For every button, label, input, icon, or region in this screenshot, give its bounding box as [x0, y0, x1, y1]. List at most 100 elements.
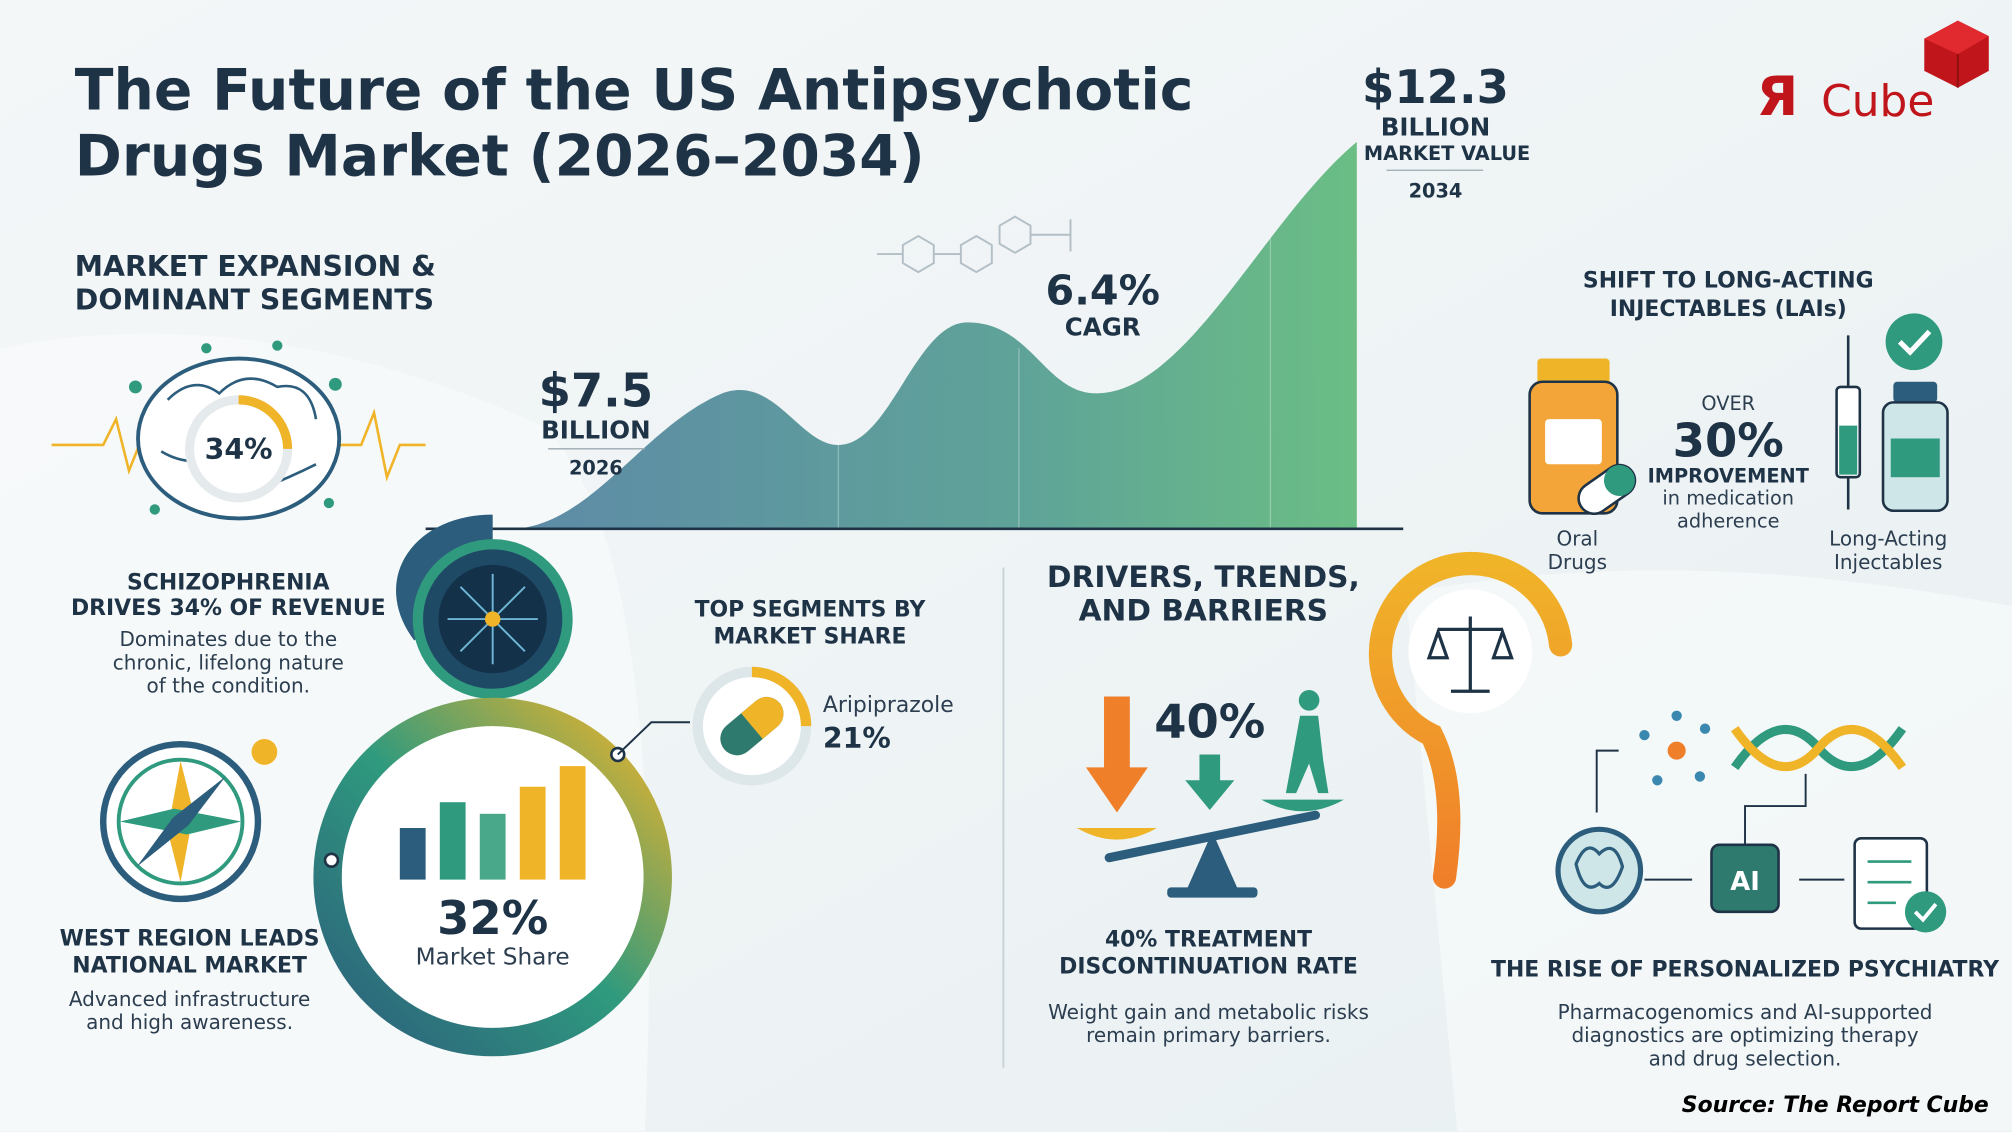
drivers-shape [1186, 831, 1239, 890]
brain-icon-shape-shape [149, 504, 160, 515]
title: The Future of the US Antipsychotic Drugs… [75, 58, 1194, 190]
end-value: $12.3 [1362, 60, 1509, 114]
body-text: in medication [1662, 486, 1794, 509]
chip-label: AI [1730, 867, 1760, 897]
end-stat: $12.3 BILLION MARKET VALUE 2034 [1362, 60, 1530, 202]
share-ring-shape [323, 852, 340, 868]
brain-icon-shape-shape [128, 380, 142, 394]
brain-icon-shape [128, 340, 342, 515]
lai-shape [1885, 313, 1943, 371]
start-unit: BILLION [541, 416, 650, 445]
compass-icon-shape [116, 757, 245, 886]
growth-chart [425, 141, 1404, 531]
section-heading: INJECTABLES (LAIs) [1610, 297, 1847, 322]
section-heading: DOMINANT SEGMENTS [75, 284, 434, 317]
personalized-shape-shape [1699, 723, 1711, 734]
personalized-shape-shape [1671, 710, 1682, 721]
section-heading: SHIFT TO LONG-ACTING [1583, 269, 1874, 294]
lai-value: 30% [1673, 414, 1784, 468]
stat-heading: WEST REGION LEADS [60, 926, 320, 951]
brain-icon-shape-shape [272, 340, 283, 351]
growth-chart-shape-shape [901, 234, 935, 274]
lai-shape [1890, 438, 1940, 478]
start-value: $7.5 [539, 363, 654, 417]
growth-chart-shape [515, 141, 1357, 529]
body-text: Pharmacogenomics and AI-supported [1558, 1000, 1933, 1024]
lai-shape [1839, 425, 1858, 475]
personalized-shape [1867, 860, 1912, 905]
lai-shape [1893, 381, 1938, 403]
section-heading: MARKET EXPANSION & [75, 250, 436, 283]
stat-heading: TOP SEGMENTS BY [695, 597, 927, 622]
lai-improvement: IMPROVEMENT [1648, 464, 1810, 487]
connector-arc-shape [1368, 551, 1573, 889]
compass-icon-shape [251, 739, 278, 765]
drivers-shape [1167, 887, 1258, 898]
compass-icon [99, 739, 278, 903]
growth-chart-shape [877, 215, 1072, 274]
body-text: and drug selection. [1649, 1046, 1842, 1070]
lai-shape [1897, 329, 1932, 356]
icon-label: Long-Acting [1829, 527, 1947, 551]
share-label: Market Share [416, 944, 570, 971]
body-text: Weight gain and metabolic risks [1048, 1000, 1369, 1024]
background-shape [1405, 570, 2012, 1132]
growth-chart-shape-shape [959, 234, 993, 274]
personalized-shape [1744, 773, 1807, 845]
top-segments-shape [751, 666, 812, 727]
personalized-shape [1595, 749, 1619, 813]
body-text: Advanced infrastructure [69, 987, 310, 1011]
body-text: adherence [1677, 510, 1779, 533]
icon-label: Drugs [1548, 550, 1607, 574]
connector-arc [1368, 551, 1573, 889]
share-ring-shape [617, 721, 691, 756]
stat-heading: MARKET SHARE [713, 625, 906, 650]
personalized-shape [1913, 902, 1938, 923]
end-unit: BILLION [1381, 112, 1490, 141]
top-segments: TOP SEGMENTS BY MARKET SHARE Aripiprazol… [692, 597, 954, 786]
lai-shape [1545, 419, 1602, 465]
share-ring-shape [519, 786, 546, 880]
logo: Я Cube [1757, 20, 1989, 128]
scale-value: 40% [1154, 695, 1265, 749]
title-line: Drugs Market (2026–2034) [75, 123, 925, 189]
icon-label: Oral [1556, 527, 1598, 551]
personalized-shape-shape [1639, 729, 1650, 741]
drivers-shape [1261, 799, 1344, 812]
section-heading: AND BARRIERS [1079, 592, 1328, 627]
connector-arc-shape-shape [1491, 627, 1514, 660]
brain-icon-shape [238, 395, 293, 450]
start-stat: $7.5 BILLION 2026 [539, 363, 654, 479]
logo-text: Cube [1821, 76, 1934, 127]
stat-heading: 40% TREATMENT [1105, 928, 1312, 953]
personalized-shape [1574, 846, 1625, 889]
cagr-value: 6.4% [1046, 266, 1160, 314]
share-ring-shape [439, 802, 466, 880]
connector-arc-shape [1426, 616, 1514, 693]
title-line: The Future of the US Antipsychotic [75, 58, 1194, 124]
logo-shape [1924, 20, 1989, 55]
brain-icon-shape [322, 408, 426, 482]
drug-share: 21% [823, 722, 891, 755]
share-ring-shape [399, 828, 426, 880]
drivers-shape [1298, 690, 1320, 711]
body-text: diagnostics are optimizing therapy [1571, 1023, 1918, 1047]
personalized: AI THE RISE OF PERSONALIZED PSYCHIATRY P… [1491, 710, 2000, 1070]
cagr: 6.4% CAGR [1046, 266, 1160, 341]
brain-icon: 34% [51, 340, 426, 521]
share-ring: 32% Market Share [313, 514, 691, 1057]
personalized-shape [1667, 741, 1686, 760]
personalized-shape [1555, 826, 1644, 915]
segments-heading: MARKET EXPANSION & DOMINANT SEGMENTS [75, 250, 436, 317]
share-ring-shape [484, 611, 501, 627]
top-segments-shape-shape [741, 701, 777, 739]
drivers-shape [1285, 715, 1329, 794]
brain-icon-shape-shape [328, 377, 342, 391]
compass-icon-shape [136, 776, 226, 867]
drivers-shape [1185, 754, 1235, 810]
start-year: 2026 [569, 457, 623, 480]
lai-shape [1577, 463, 1637, 516]
body-text: remain primary barriers. [1086, 1023, 1331, 1047]
